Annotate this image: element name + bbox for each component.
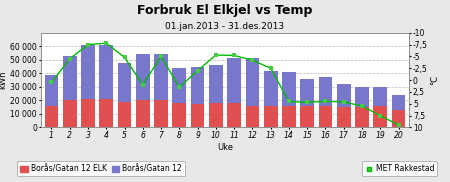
Bar: [227, 103, 241, 127]
Bar: [172, 103, 186, 127]
Text: Forbruk El Elkjel vs Temp: Forbruk El Elkjel vs Temp: [137, 4, 313, 17]
Bar: [172, 68, 186, 103]
Bar: [374, 106, 387, 127]
Bar: [136, 54, 150, 100]
Bar: [136, 100, 150, 127]
Bar: [227, 58, 241, 103]
Bar: [300, 106, 314, 127]
Legend: Borås/Gatan 12 ELK, Borås/Gatan 12: Borås/Gatan 12 ELK, Borås/Gatan 12: [17, 161, 185, 176]
Bar: [63, 56, 76, 100]
Bar: [45, 106, 58, 127]
Bar: [264, 71, 278, 106]
Bar: [282, 106, 296, 127]
Bar: [319, 77, 332, 106]
Bar: [45, 75, 58, 106]
Bar: [118, 102, 131, 127]
Bar: [63, 100, 76, 127]
Legend: MET Rakkestad: MET Rakkestad: [362, 161, 437, 176]
Bar: [300, 79, 314, 106]
Bar: [392, 95, 405, 110]
Bar: [209, 65, 223, 103]
Y-axis label: kWh: kWh: [0, 71, 8, 89]
Bar: [282, 72, 296, 106]
Bar: [81, 45, 95, 99]
Y-axis label: °C: °C: [431, 75, 440, 85]
Bar: [319, 106, 332, 127]
Bar: [355, 87, 369, 107]
Bar: [264, 106, 278, 127]
Bar: [209, 103, 223, 127]
Bar: [337, 84, 351, 107]
X-axis label: Uke: Uke: [217, 143, 233, 152]
Bar: [337, 107, 351, 127]
Bar: [154, 100, 168, 127]
Bar: [191, 104, 204, 127]
Bar: [246, 106, 259, 127]
Bar: [374, 87, 387, 106]
Bar: [99, 45, 113, 99]
Bar: [392, 110, 405, 127]
Bar: [246, 58, 259, 106]
Bar: [154, 54, 168, 100]
Bar: [191, 67, 204, 104]
Bar: [355, 107, 369, 127]
Text: 01.jan.2013 - 31.des.2013: 01.jan.2013 - 31.des.2013: [166, 22, 284, 31]
Bar: [99, 99, 113, 127]
Bar: [81, 99, 95, 127]
Bar: [118, 62, 131, 102]
